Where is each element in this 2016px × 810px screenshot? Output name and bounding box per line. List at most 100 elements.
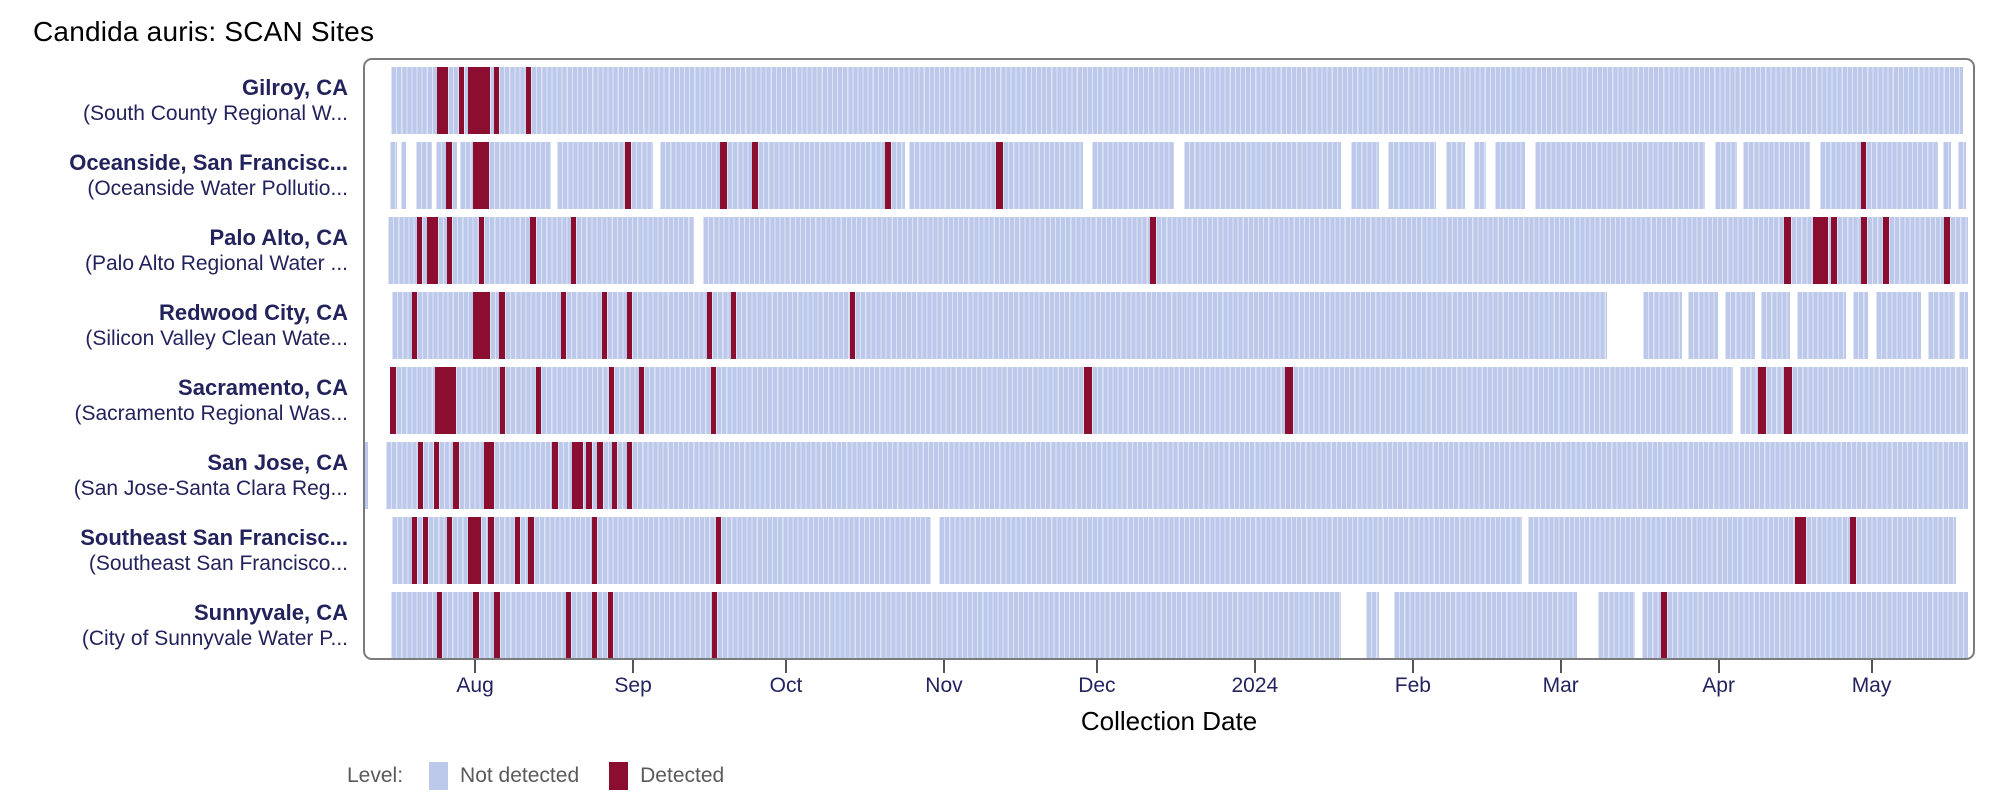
not-detected-segment [1494,142,1525,209]
x-axis: Aug Sep Oct Nov Dec 2024 Feb Mar Apr May [363,660,1975,720]
tick-label: Apr [1702,674,1735,697]
detected-segment [423,517,429,584]
not-detected-segment [591,442,597,509]
not-detected-segment [570,592,592,659]
detected-segment [1831,217,1838,284]
not-detected-segment [540,367,610,434]
tick-label: Feb [1394,674,1431,697]
not-detected-segment [716,367,1084,434]
not-detected-segment [392,292,412,359]
not-detected-segment [493,517,515,584]
not-detected-segment [1091,142,1174,209]
detected-segment [751,142,758,209]
not-detected-segment [455,367,501,434]
not-detected-segment [437,217,448,284]
not-detected-segment [1791,367,1969,434]
not-detected-segment [1865,142,1938,209]
not-detected-segment [660,142,720,209]
not-detected-segment [603,442,613,509]
not-detected-segment [396,367,435,434]
not-detected-segment [484,217,531,284]
not-detected-segment [417,292,474,359]
not-detected-segment [363,442,369,509]
detected-segment [1757,367,1766,434]
not-detected-segment [717,592,1341,659]
detected-segment [427,217,438,284]
tick-label: May [1851,674,1892,697]
not-detected-segment [438,442,454,509]
not-detected-segment [855,292,1607,359]
not-detected-segment [416,142,432,209]
site-band [363,592,1975,659]
site-band [363,292,1975,359]
detected-segment [473,592,480,659]
detected-segment [707,292,713,359]
detected-segment [612,442,618,509]
detected-segment [446,142,453,209]
not-detected-segment [1927,292,1955,359]
legend-item-label: Not detected [460,764,580,787]
site-band [363,142,1975,209]
tick-label: Nov [925,674,963,697]
detected-segment [1882,217,1889,284]
legend-swatch-d [609,762,629,790]
detected-segment [1849,517,1856,584]
detected-segment [535,367,541,434]
detected-segment [473,292,490,359]
not-detected-segment [1091,367,1285,434]
not-detected-segment [489,67,494,134]
not-detected-segment [489,292,500,359]
detected-segment [1943,217,1951,284]
detected-segment [626,442,633,509]
not-detected-segment [447,67,459,134]
not-detected-segment [493,442,553,509]
detected-segment [514,517,520,584]
detected-segment [571,442,584,509]
site-label: Palo Alto, CA (Palo Alto Regional Water .… [10,225,348,277]
not-detected-segment [1866,217,1883,284]
not-detected-segment [417,517,424,584]
not-detected-segment [1852,292,1869,359]
detected-segment [716,517,722,584]
not-detected-segment [531,67,1964,134]
tick-label: Sep [614,674,652,697]
not-detected-segment [721,517,931,584]
not-detected-segment [1828,217,1832,284]
not-detected-segment [1184,142,1341,209]
site-label: Sacramento, CA (Sacramento Regional Was..… [10,375,348,427]
detected-segment [596,442,604,509]
not-detected-segment [459,142,474,209]
legend-item-label: Detected [640,764,725,787]
tick-label: Aug [456,674,494,697]
detected-segment [487,517,494,584]
detected-segment [995,142,1003,209]
not-detected-segment [1387,142,1436,209]
site-city: San Jose, CA [207,449,348,475]
not-detected-segment [643,367,712,434]
not-detected-segment [632,442,1969,509]
not-detected-segment [391,67,437,134]
detected-segment [493,67,500,134]
not-detected-segment [452,217,480,284]
site-facility: (Silicon Valley Clean Wate... [85,326,348,350]
detected-segment [458,67,464,134]
not-detected-segment [391,592,437,659]
not-detected-segment [1942,142,1951,209]
not-detected-segment [1760,292,1791,359]
detected-segment [1149,217,1156,284]
tick-mark [1095,660,1098,673]
detected-segment [1795,517,1806,584]
tick-mark [1559,660,1562,673]
detected-segment [1783,217,1791,284]
not-detected-segment [630,142,653,209]
site-facility: (Sacramento Regional Was... [74,401,348,425]
not-detected-segment [388,217,417,284]
detected-segment [418,442,424,509]
legend: Level: Not detected Detected [347,762,740,790]
legend-item: Not detected [429,762,579,790]
site-label: Sunnyvale, CA (City of Sunnyvale Water P.… [10,600,348,652]
detected-segment [608,592,614,659]
detected-segment [526,67,532,134]
not-detected-segment [533,517,592,584]
not-detected-segment [1641,592,1662,659]
